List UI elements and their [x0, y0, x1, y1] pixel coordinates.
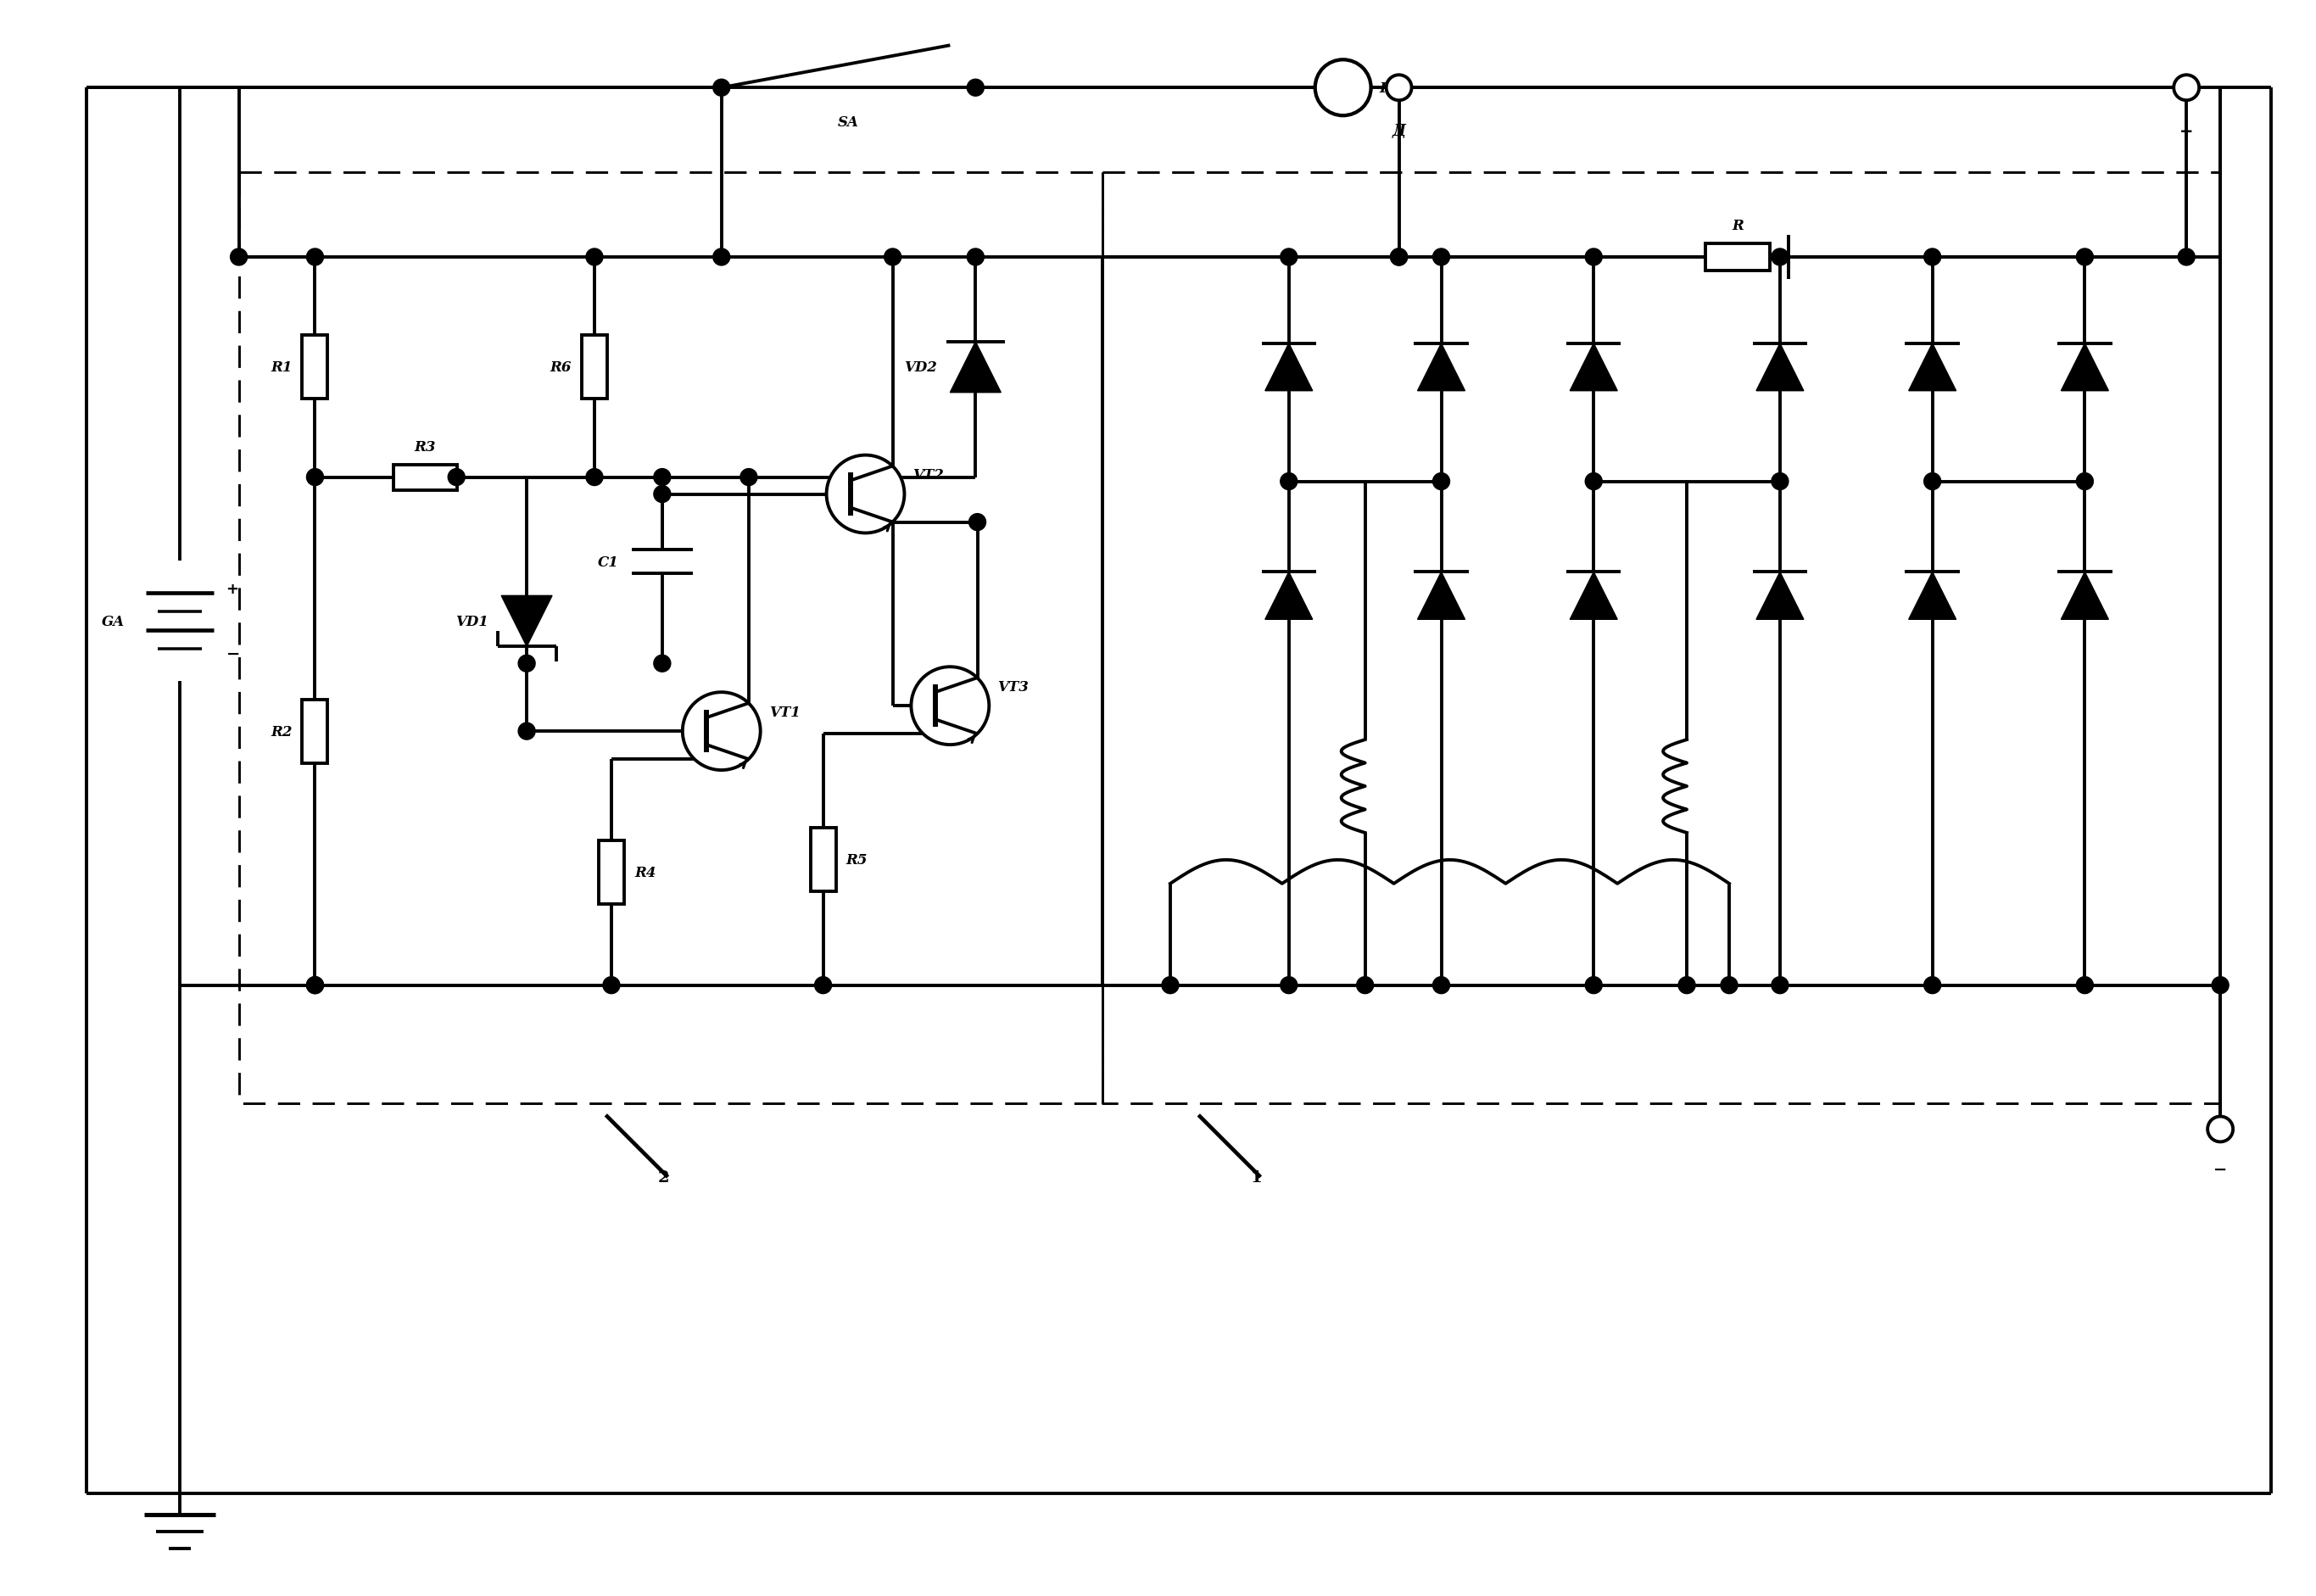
Circle shape: [519, 656, 535, 672]
Polygon shape: [2061, 345, 2108, 391]
Circle shape: [1721, 977, 1737, 994]
Text: VT3: VT3: [998, 680, 1028, 694]
Polygon shape: [1417, 345, 1466, 391]
Circle shape: [683, 693, 760, 771]
Text: R4: R4: [635, 865, 655, 879]
Bar: [581, 335, 607, 399]
Polygon shape: [1756, 345, 1804, 391]
Bar: [811, 828, 836, 892]
Text: VT1: VT1: [769, 705, 799, 720]
Bar: [394, 464, 456, 490]
Text: 2: 2: [658, 1170, 669, 1186]
Text: −: −: [2214, 1162, 2228, 1178]
Circle shape: [306, 469, 324, 487]
Circle shape: [2177, 249, 2196, 267]
Circle shape: [1390, 249, 1408, 267]
Circle shape: [713, 80, 730, 97]
Circle shape: [885, 249, 901, 267]
Circle shape: [2077, 474, 2094, 490]
Polygon shape: [1417, 573, 1466, 619]
Circle shape: [653, 487, 672, 503]
Circle shape: [1584, 249, 1603, 267]
Circle shape: [2077, 249, 2094, 267]
Circle shape: [968, 80, 984, 97]
Polygon shape: [950, 342, 1001, 393]
Bar: [1705, 244, 1769, 271]
Polygon shape: [2061, 573, 2108, 619]
Polygon shape: [1756, 573, 1804, 619]
Circle shape: [741, 469, 757, 487]
Circle shape: [2212, 977, 2228, 994]
Circle shape: [447, 469, 466, 487]
Text: VD1: VD1: [456, 614, 489, 629]
Polygon shape: [500, 597, 551, 646]
Circle shape: [306, 249, 324, 267]
Circle shape: [968, 514, 987, 531]
Text: R6: R6: [549, 361, 572, 375]
Circle shape: [1390, 249, 1408, 267]
Text: R: R: [1732, 219, 1744, 233]
Bar: [600, 841, 623, 905]
Circle shape: [1772, 977, 1788, 994]
Polygon shape: [1908, 345, 1957, 391]
Circle shape: [1925, 474, 1941, 490]
Polygon shape: [1908, 573, 1957, 619]
Text: R1: R1: [271, 361, 292, 375]
Circle shape: [653, 469, 672, 487]
Circle shape: [2175, 75, 2200, 101]
Text: +: +: [227, 583, 239, 597]
Circle shape: [1925, 249, 1941, 267]
Circle shape: [1163, 977, 1179, 994]
Circle shape: [586, 249, 602, 267]
Circle shape: [1434, 977, 1450, 994]
Circle shape: [1434, 249, 1450, 267]
Circle shape: [1584, 977, 1603, 994]
Polygon shape: [1570, 573, 1617, 619]
Circle shape: [306, 977, 324, 994]
Circle shape: [229, 249, 248, 267]
Text: GA: GA: [102, 614, 125, 629]
Circle shape: [1679, 977, 1695, 994]
Polygon shape: [1265, 345, 1313, 391]
Circle shape: [1925, 977, 1941, 994]
Circle shape: [713, 249, 730, 267]
Text: SA: SA: [838, 115, 859, 129]
Text: 1: 1: [1251, 1170, 1262, 1186]
Text: −: −: [227, 646, 241, 662]
Circle shape: [586, 469, 602, 487]
Polygon shape: [1265, 573, 1313, 619]
Circle shape: [1315, 61, 1371, 117]
Circle shape: [2077, 977, 2094, 994]
Circle shape: [1357, 977, 1373, 994]
Circle shape: [2207, 1117, 2233, 1143]
Circle shape: [1772, 474, 1788, 490]
Text: C1: C1: [598, 555, 618, 570]
Circle shape: [1584, 474, 1603, 490]
Circle shape: [519, 723, 535, 741]
Circle shape: [306, 977, 324, 994]
Circle shape: [602, 977, 621, 994]
Circle shape: [910, 667, 989, 745]
Circle shape: [653, 656, 672, 672]
Text: R2: R2: [271, 725, 292, 739]
Polygon shape: [1570, 345, 1617, 391]
Circle shape: [827, 456, 903, 533]
Text: R5: R5: [845, 852, 868, 867]
Circle shape: [1281, 474, 1297, 490]
Circle shape: [1281, 977, 1297, 994]
Circle shape: [1387, 75, 1413, 101]
Text: Д: Д: [1392, 124, 1406, 139]
Circle shape: [815, 977, 831, 994]
Text: +: +: [2179, 124, 2193, 140]
Circle shape: [1772, 249, 1788, 267]
Text: VT2: VT2: [913, 468, 945, 482]
Text: HL: HL: [1380, 81, 1403, 96]
Bar: [303, 699, 329, 763]
Text: R3: R3: [415, 439, 435, 453]
Circle shape: [1434, 474, 1450, 490]
Circle shape: [968, 249, 984, 267]
Bar: [303, 335, 329, 399]
Circle shape: [1281, 249, 1297, 267]
Text: VD2: VD2: [906, 361, 938, 375]
